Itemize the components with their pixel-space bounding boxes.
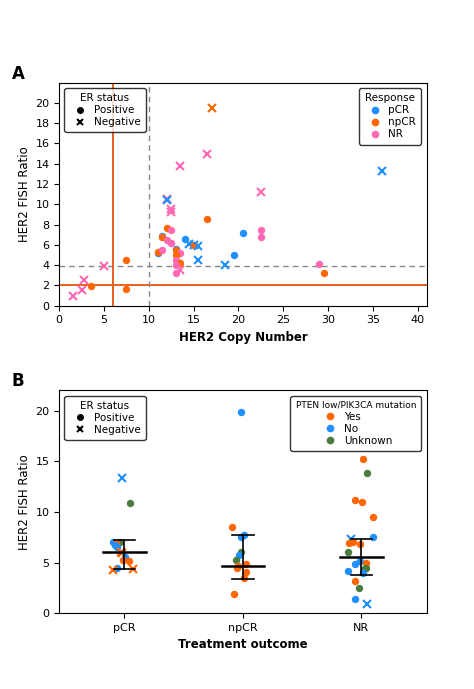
Text: A: A: [11, 65, 24, 83]
Legend: pCR, npCR, NR: pCR, npCR, NR: [359, 88, 421, 145]
X-axis label: HER2 Copy Number: HER2 Copy Number: [179, 331, 307, 344]
Y-axis label: HER2 FISH Ratio: HER2 FISH Ratio: [18, 146, 31, 242]
Y-axis label: HER2 FISH Ratio: HER2 FISH Ratio: [18, 454, 31, 550]
Legend: Yes, No, Unknown: Yes, No, Unknown: [291, 395, 421, 451]
Text: B: B: [11, 372, 24, 390]
X-axis label: Treatment outcome: Treatment outcome: [178, 639, 308, 652]
